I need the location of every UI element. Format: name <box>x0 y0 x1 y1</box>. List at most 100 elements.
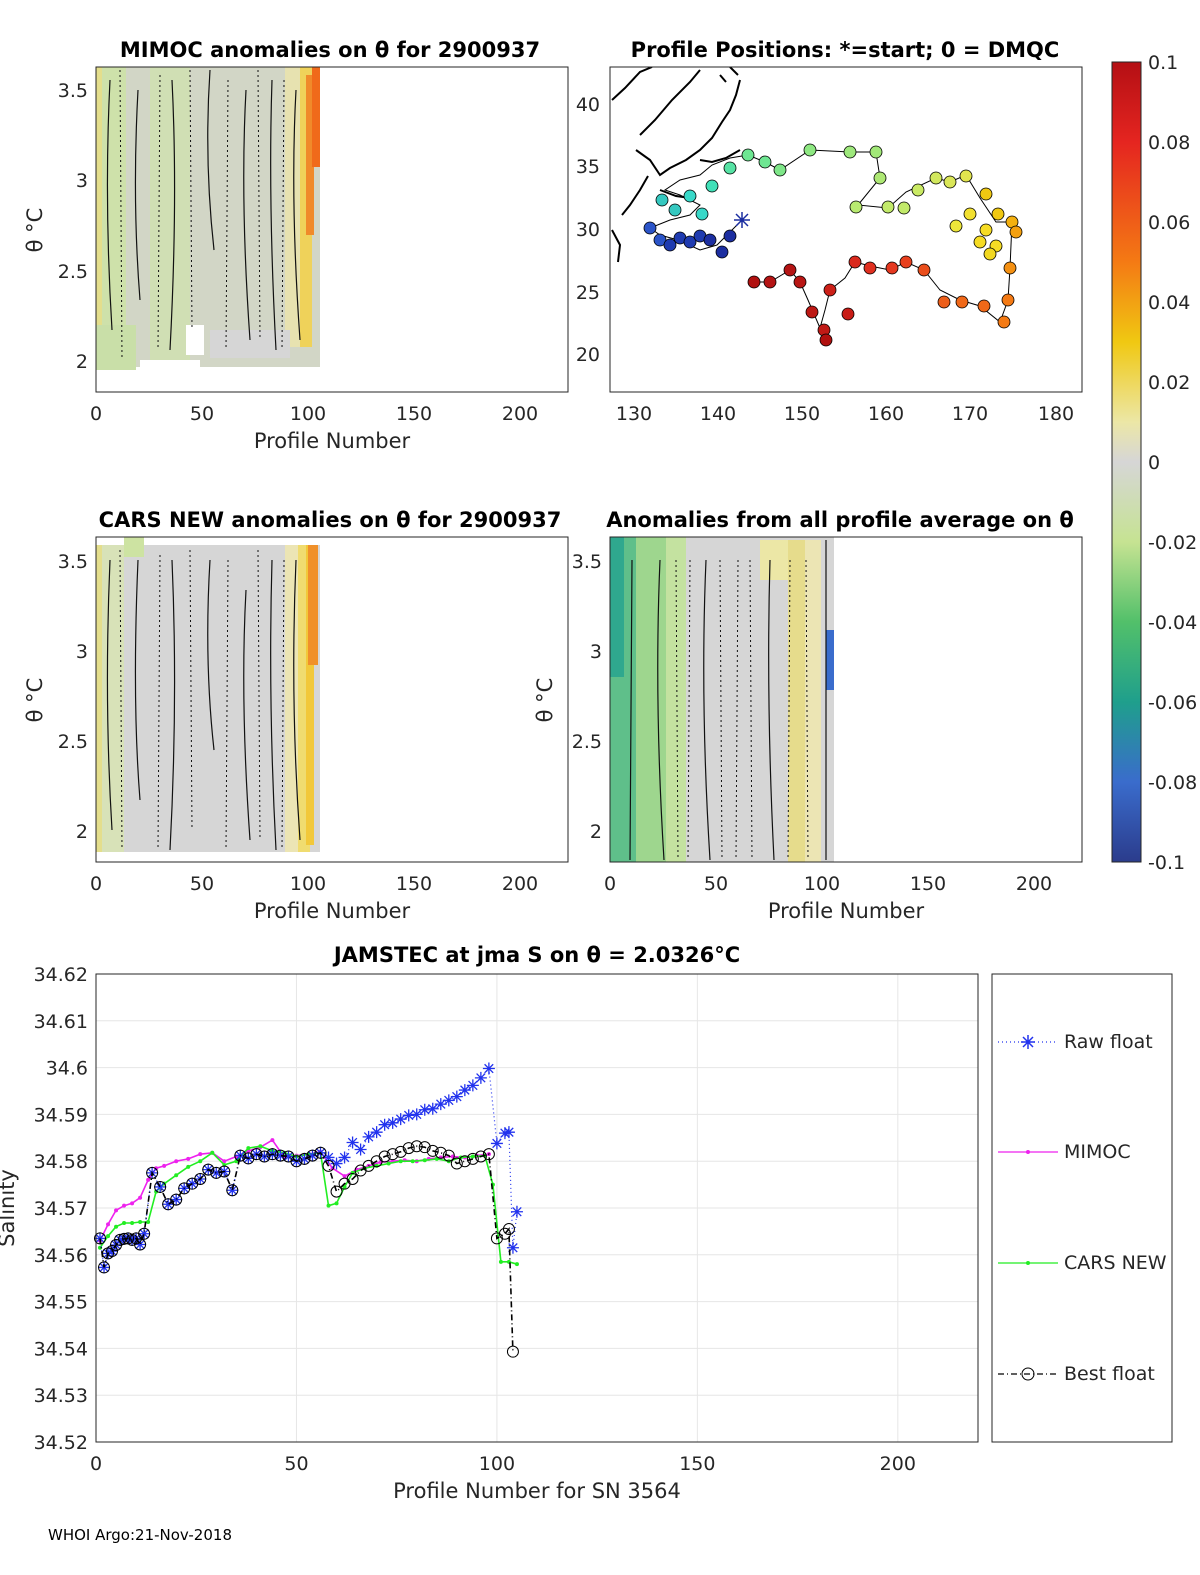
x-tick: 100 <box>290 873 326 895</box>
data-point <box>490 1137 503 1150</box>
data-point <box>362 1130 375 1143</box>
data-point <box>170 1193 183 1206</box>
colorbar-tick: -0.06 <box>1148 692 1197 714</box>
data-point <box>474 1071 487 1084</box>
data-point <box>422 1158 427 1163</box>
y-tick: 34.6 <box>46 1058 88 1080</box>
x-tick: 150 <box>910 873 946 895</box>
data-point <box>210 1166 223 1179</box>
x-tick: 140 <box>700 403 736 425</box>
x-tick: 200 <box>880 1453 916 1475</box>
data-point <box>138 1227 151 1240</box>
cars-ylabel: θ °C <box>23 678 47 723</box>
data-point <box>130 1220 135 1225</box>
allavg-ylabel: θ °C <box>533 678 557 723</box>
data-point <box>138 1227 151 1240</box>
data-point <box>250 1148 263 1161</box>
cars-panel: CARS NEW anomalies on θ for 2900937 0 50… <box>23 508 569 923</box>
data-point <box>170 1193 183 1206</box>
data-point <box>186 1156 191 1161</box>
data-point <box>98 1261 111 1274</box>
data-point <box>186 1164 191 1169</box>
data-point <box>450 1157 463 1170</box>
data-point <box>282 1150 295 1163</box>
data-point <box>306 1149 319 1162</box>
x-tick: 160 <box>868 403 904 425</box>
data-point <box>418 1103 431 1116</box>
dot-icon <box>1026 1150 1030 1154</box>
salinity-x-ticks: 0 50 100 150 200 <box>90 1453 916 1475</box>
y-tick: 20 <box>576 344 600 366</box>
cars-y-ticks: 3.5 3 2.5 2 <box>58 551 88 843</box>
data-point <box>398 1159 403 1164</box>
start-marker <box>734 212 750 228</box>
chart-ylabel: Salinity <box>0 1169 19 1247</box>
mimoc-title: MIMOC anomalies on θ for 2900937 <box>120 38 540 62</box>
data-point <box>458 1155 471 1168</box>
data-point <box>394 1113 407 1126</box>
mimoc-panel: MIMOC anomalies on θ for 2900937 0 50 10… <box>23 38 569 453</box>
data-point <box>274 1149 287 1162</box>
colorbar-tick: -0.08 <box>1148 772 1197 794</box>
footer-text: WHOI Argo:21-Nov-2018 <box>48 1526 232 1544</box>
series-line-best <box>99 1145 514 1352</box>
allavg-y-ticks: 3.5 3 2.5 2 <box>572 551 602 843</box>
map-x-ticks: 130 140 150 160 170 180 <box>616 403 1074 425</box>
data-point <box>502 1126 515 1139</box>
data-point <box>146 1220 151 1225</box>
data-point <box>162 1163 167 1168</box>
colorbar-tick: -0.1 <box>1148 852 1185 874</box>
y-tick: 2.5 <box>58 731 88 753</box>
data-point <box>202 1163 215 1176</box>
legend-item-cars: CARS NEW <box>998 1252 1167 1274</box>
x-tick: 100 <box>479 1453 515 1475</box>
data-point <box>514 1262 519 1267</box>
mimoc-y-ticks: 3.5 3 2.5 2 <box>58 80 88 373</box>
mimoc-xlabel: Profile Number <box>254 429 411 453</box>
data-point <box>106 1234 111 1239</box>
colorbar-ticks: 0.1 0.08 0.06 0.04 0.02 0 -0.02 -0.04 -0… <box>1148 52 1197 874</box>
salinity-chart: JAMSTEC at jma S on θ = 2.0326°C 0 50 100 1… <box>0 943 979 1503</box>
allavg-xlabel: Profile Number <box>768 899 925 923</box>
x-tick: 150 <box>396 403 432 425</box>
data-point <box>450 1090 463 1103</box>
data-point <box>338 1151 351 1164</box>
y-tick: 34.54 <box>34 1338 88 1360</box>
data-point <box>306 1149 319 1162</box>
y-tick: 34.53 <box>34 1385 88 1407</box>
chart-xlabel: Profile Number for SN 3564 <box>393 1479 681 1503</box>
data-point <box>354 1143 367 1156</box>
y-tick: 3 <box>590 641 602 663</box>
x-tick: 200 <box>502 873 538 895</box>
cars-xlabel: Profile Number <box>254 899 411 923</box>
data-point <box>410 1108 423 1121</box>
data-point <box>174 1159 179 1164</box>
legend-label: CARS NEW <box>1064 1252 1167 1274</box>
data-point <box>482 1148 495 1161</box>
y-tick: 34.58 <box>34 1151 88 1173</box>
data-point <box>130 1201 135 1206</box>
data-point <box>222 1159 227 1164</box>
data-point <box>146 1166 159 1179</box>
y-tick: 34.61 <box>34 1011 88 1033</box>
data-point <box>498 1227 511 1240</box>
data-point <box>466 1079 479 1092</box>
salinity-series <box>94 1062 523 1358</box>
data-point <box>258 1150 271 1163</box>
data-point <box>242 1152 255 1165</box>
data-point <box>114 1233 127 1246</box>
x-tick: 50 <box>704 873 728 895</box>
data-point <box>322 1159 335 1172</box>
colorbar: 0.1 0.08 0.06 0.04 0.02 0 -0.02 -0.04 -0… <box>1111 52 1197 874</box>
data-point <box>506 1345 519 1358</box>
y-tick: 35 <box>576 156 600 178</box>
y-tick: 2.5 <box>58 261 88 283</box>
position-markers <box>643 143 1023 347</box>
data-point <box>210 1166 223 1179</box>
data-point <box>418 1141 431 1154</box>
data-point <box>378 1118 391 1131</box>
circle-icon <box>1021 1367 1035 1381</box>
mimoc-heatmap <box>96 67 320 392</box>
map-y-ticks: 40 35 30 25 20 <box>576 94 600 366</box>
